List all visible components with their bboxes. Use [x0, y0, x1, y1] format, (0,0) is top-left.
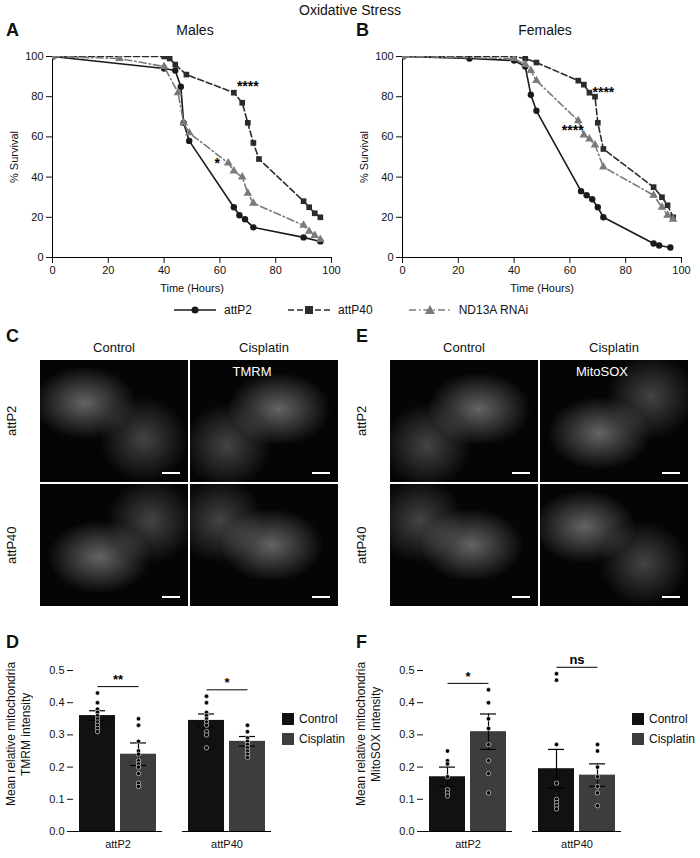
html-text:Control: Control	[299, 712, 338, 726]
svg-text:80: 80	[381, 90, 393, 102]
svg-text:80: 80	[31, 90, 43, 102]
html-text:D: D	[6, 632, 19, 652]
svg-text:40: 40	[158, 264, 170, 276]
svg-text:20: 20	[102, 264, 114, 276]
svg-text:attP40: attP40	[561, 838, 593, 850]
svg-text:attP2: attP2	[455, 838, 481, 850]
svg-text:0.4: 0.4	[399, 696, 414, 708]
html-text:Cisplatin: Cisplatin	[649, 732, 695, 746]
html-text:F: F	[356, 632, 367, 652]
svg-text:100: 100	[25, 50, 43, 62]
svg-text:0.0: 0.0	[49, 825, 64, 837]
svg-text:0.5: 0.5	[399, 664, 414, 676]
html-text:E: E	[356, 326, 368, 346]
html-text:attP40: attP40	[338, 303, 373, 317]
svg-text:0: 0	[387, 251, 393, 263]
svg-text:20: 20	[381, 211, 393, 223]
svg-text:80: 80	[620, 264, 632, 276]
svg-text:0.4: 0.4	[49, 696, 64, 708]
svg-text:*: *	[214, 155, 220, 171]
html-text:Cisplatin: Cisplatin	[239, 340, 289, 355]
svg-text:% Survival: % Survival	[8, 131, 20, 183]
svg-text:20: 20	[452, 264, 464, 276]
html-text:TMRM: TMRM	[232, 364, 272, 379]
svg-text:0.2: 0.2	[49, 761, 64, 773]
html-text:Mean relative mitochondria TMR: Mean relative mitochondria TMRM intensit…	[4, 662, 33, 806]
svg-text:60: 60	[214, 264, 226, 276]
svg-text:60: 60	[31, 130, 43, 142]
svg-text:ns: ns	[569, 652, 584, 667]
svg-text:0: 0	[399, 264, 405, 276]
svg-text:80: 80	[270, 264, 282, 276]
svg-text:100: 100	[672, 264, 690, 276]
html-text:Cisplatin: Cisplatin	[589, 340, 639, 355]
html-text:attP2: attP2	[4, 405, 19, 437]
svg-text:****: ****	[562, 122, 584, 138]
html-text:Control: Control	[443, 340, 485, 355]
html-text:Females: Females	[518, 22, 572, 38]
html-text:Males: Males	[176, 22, 214, 38]
svg-text:0: 0	[37, 251, 43, 263]
svg-text:0: 0	[49, 264, 55, 276]
svg-text:attP2: attP2	[105, 838, 131, 850]
svg-text:0.1: 0.1	[399, 793, 414, 805]
svg-text:Time (Hours): Time (Hours)	[510, 282, 574, 294]
svg-text:20: 20	[31, 211, 43, 223]
html-text:Control: Control	[93, 340, 135, 355]
html-text:attP40: attP40	[4, 526, 19, 564]
html-text:B: B	[356, 20, 369, 40]
html-text:attP2: attP2	[354, 405, 369, 437]
html-text:attP2: attP2	[224, 303, 252, 317]
html-text:Cisplatin: Cisplatin	[299, 732, 345, 746]
html-text:A: A	[6, 20, 19, 40]
svg-text:40: 40	[508, 264, 520, 276]
svg-text:0.2: 0.2	[399, 761, 414, 773]
svg-text:40: 40	[381, 171, 393, 183]
svg-text:100: 100	[375, 50, 393, 62]
html-text:ND13A RNAi: ND13A RNAi	[458, 303, 528, 317]
svg-text:*: *	[465, 669, 471, 684]
svg-text:0.0: 0.0	[399, 825, 414, 837]
svg-text:0.3: 0.3	[399, 728, 414, 740]
svg-text:Time (Hours): Time (Hours)	[160, 282, 224, 294]
svg-text:****: ****	[592, 84, 614, 100]
html-text:Control: Control	[649, 712, 688, 726]
svg-text:*: *	[224, 675, 230, 690]
svg-text:0.3: 0.3	[49, 728, 64, 740]
svg-text:0.5: 0.5	[49, 664, 64, 676]
svg-text:0.1: 0.1	[49, 793, 64, 805]
svg-text:**: **	[113, 672, 124, 687]
svg-text:60: 60	[564, 264, 576, 276]
svg-text:100: 100	[322, 264, 340, 276]
svg-text:attP40: attP40	[211, 838, 243, 850]
svg-text:60: 60	[381, 130, 393, 142]
html-text:MitoSOX: MitoSOX	[576, 364, 628, 379]
html-text:Mean relative mitochondria Mit: Mean relative mitochondria MitoSOX inten…	[354, 662, 383, 806]
svg-text:% Survival: % Survival	[358, 131, 370, 183]
svg-text:40: 40	[31, 171, 43, 183]
html-text:attP40: attP40	[354, 526, 369, 564]
svg-text:****: ****	[237, 78, 259, 94]
html-text:Oxidative Stress: Oxidative Stress	[299, 2, 401, 18]
html-text:C: C	[6, 326, 19, 346]
